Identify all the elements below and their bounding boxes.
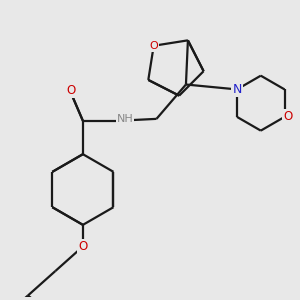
Text: O: O — [67, 84, 76, 97]
Text: O: O — [149, 41, 158, 51]
Text: NH: NH — [117, 114, 134, 124]
Text: O: O — [283, 110, 292, 123]
Text: N: N — [232, 83, 242, 96]
Text: O: O — [78, 240, 88, 253]
